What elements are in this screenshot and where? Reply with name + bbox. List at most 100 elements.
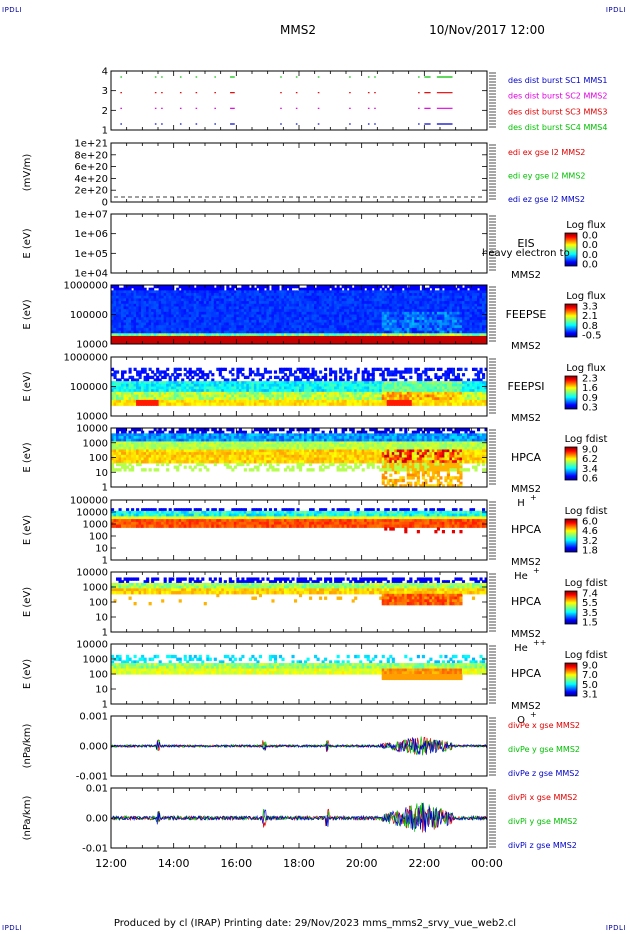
spectrogram-cell <box>359 386 363 390</box>
spectrogram-cell <box>291 373 295 377</box>
colorbar-tick-label: 0.8 <box>582 321 598 332</box>
spectrogram-cell <box>454 306 458 310</box>
spectrogram-cell <box>324 287 328 291</box>
spectrogram-cell <box>336 301 340 305</box>
spectrogram-cell <box>253 330 257 334</box>
spectrogram-cell <box>314 303 318 308</box>
spectrogram-cell <box>404 303 408 308</box>
spectrogram-cell <box>309 330 313 334</box>
spectrogram-cell <box>394 298 398 302</box>
spectrogram-cell <box>374 399 378 404</box>
spectrogram-cell <box>156 391 160 396</box>
spectrogram-cell <box>371 333 375 337</box>
spectrogram-cell <box>268 306 273 310</box>
spectrogram-cell <box>131 293 135 297</box>
spectrogram-cell <box>223 325 227 329</box>
spectrogram-cell <box>113 290 117 294</box>
spectrogram-cell <box>183 383 187 388</box>
spectrogram-cell <box>243 402 247 406</box>
spectrogram-cell <box>158 378 162 382</box>
spectrogram-cell <box>451 295 456 300</box>
spectrogram-cell <box>171 394 175 398</box>
spectrogram-cell <box>126 327 130 332</box>
spectrogram-cell <box>236 330 240 334</box>
spectrogram-cell <box>421 287 425 291</box>
spectrogram-cell <box>178 298 182 302</box>
spectrogram-cell <box>361 386 365 390</box>
spectrogram-cell <box>319 399 323 404</box>
spectrogram-cell <box>263 325 268 329</box>
spectrogram-cell <box>331 370 335 374</box>
spectrogram-cell <box>183 327 187 332</box>
spectrogram-cell <box>296 397 300 401</box>
spectrogram-cell <box>293 293 298 297</box>
spectrogram-cell <box>158 309 162 313</box>
spectrogram-cell <box>469 303 473 308</box>
spectrogram-cell <box>316 383 320 388</box>
spectrogram-cell <box>334 397 338 401</box>
spectrogram-cell <box>286 314 290 318</box>
spectrogram-cell <box>161 303 165 308</box>
spectrogram-cell <box>391 383 395 388</box>
spectrogram-cell <box>176 293 180 297</box>
spectrogram-cell <box>429 303 433 308</box>
spectrogram-cell <box>141 330 145 334</box>
spectrogram-cell <box>461 287 466 291</box>
spectrogram-cell <box>361 399 365 404</box>
spectrogram-cell <box>156 317 160 321</box>
spectrogram-cell <box>326 317 330 321</box>
spectrogram-cell <box>261 375 265 380</box>
spectrogram-cell <box>481 327 486 332</box>
spectrogram-cell <box>341 341 345 344</box>
spectrogram-cell <box>344 399 348 404</box>
spectrogram-cell <box>228 397 232 401</box>
spectrogram-cell <box>246 298 250 302</box>
spectrogram-cell <box>188 383 192 388</box>
spectrogram-cell <box>381 311 385 316</box>
spectrogram-cell <box>261 399 265 404</box>
spectrogram-cell <box>456 285 461 289</box>
spectrogram-cell <box>414 303 418 308</box>
spectrogram-cell <box>471 317 476 321</box>
spectrogram-cell <box>163 333 167 337</box>
spectrogram-cell <box>208 287 212 291</box>
spectrogram-cell <box>346 298 350 302</box>
spectrogram-cell <box>121 314 125 318</box>
spectrogram-cell <box>376 306 380 310</box>
spectrogram-cell <box>306 290 310 294</box>
spectrogram-cell <box>216 290 220 294</box>
spectrogram-cell <box>293 322 298 326</box>
spectrogram-cell <box>414 335 418 340</box>
spectrogram-cell <box>296 391 300 396</box>
spectrogram-cell <box>314 378 318 382</box>
spectrogram-cell <box>464 317 468 321</box>
spectrogram-cell <box>111 325 115 329</box>
spectrogram-cell <box>394 394 398 398</box>
spectrogram-cell <box>426 295 430 300</box>
spectrogram-cell <box>233 306 237 310</box>
spectrogram-cell <box>424 301 428 305</box>
spectrogram-cell <box>283 399 288 404</box>
spectrogram-cell <box>221 298 225 302</box>
spectrogram-cell <box>131 394 135 398</box>
spectrogram-cell <box>228 333 232 337</box>
spectrogram-cell <box>344 394 348 398</box>
spectrogram-cell <box>451 285 456 289</box>
spectrogram-cell <box>258 287 262 291</box>
spectrogram-cell <box>379 330 383 334</box>
spectrogram-cell <box>218 287 222 291</box>
spectrogram-cell <box>331 295 335 300</box>
spectrogram-cell <box>341 383 345 388</box>
spectrogram-cell <box>151 370 155 374</box>
spectrogram-cell <box>176 314 180 318</box>
spectrogram-cell <box>306 335 310 340</box>
spectrogram-cell <box>141 338 145 342</box>
spectrogram-cell <box>386 322 390 326</box>
spectrogram-cell <box>128 301 132 305</box>
spectrogram-cell <box>126 330 130 334</box>
spectrogram-cell <box>354 287 358 291</box>
spectrogram-cell <box>346 301 350 305</box>
spectrogram-cell <box>336 333 340 337</box>
spectrogram-cell <box>273 295 278 300</box>
spectrogram-cell <box>344 317 348 321</box>
